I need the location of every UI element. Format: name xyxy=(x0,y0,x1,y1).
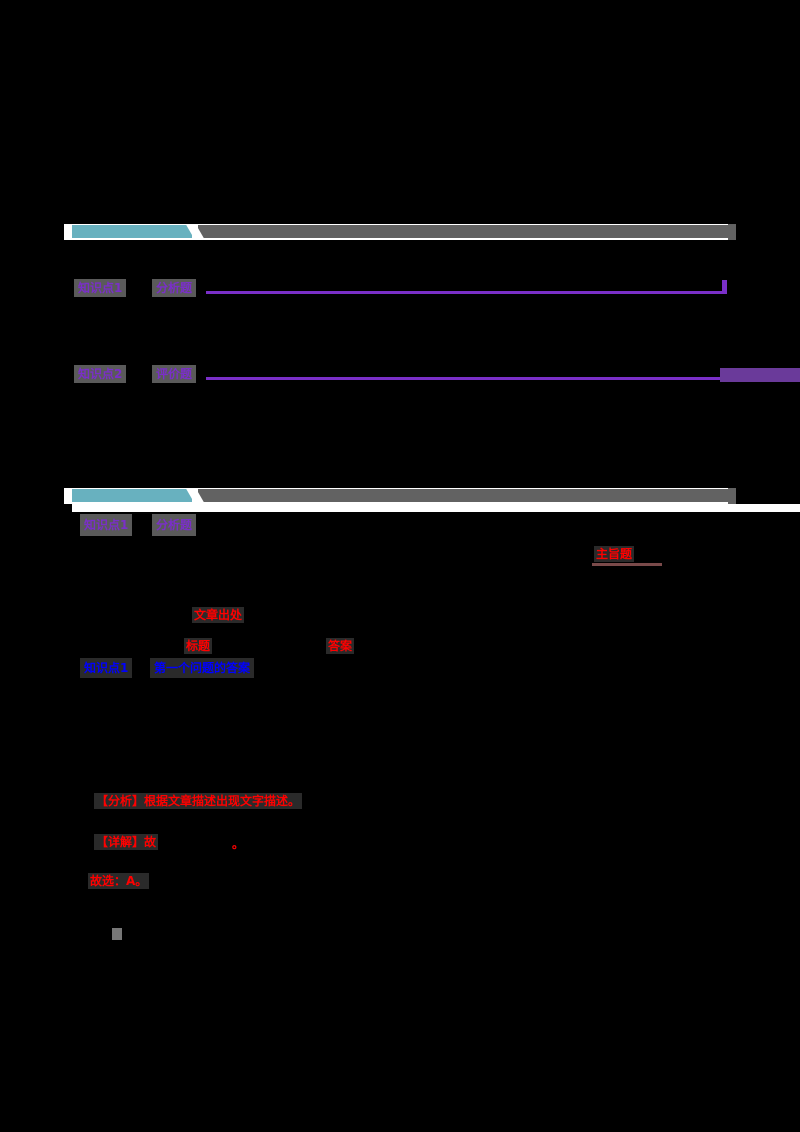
red-mark-left: 标题 xyxy=(184,638,213,654)
section2-label: 知识点1 xyxy=(80,514,133,536)
answer-detail: 【详解】故 xyxy=(94,834,159,850)
section2-value: 分析题 xyxy=(152,514,197,536)
row2-label: 知识点2 xyxy=(74,365,127,383)
banner-bar xyxy=(198,225,728,238)
red-note-center: 文章出处 xyxy=(192,607,245,623)
banner-bar xyxy=(198,489,728,502)
section-banner-1 xyxy=(64,224,736,240)
small-image-icon xyxy=(112,928,122,940)
row1-answer-line xyxy=(206,291,726,294)
row1-label: 知识点1 xyxy=(74,279,127,297)
red-mark-right: 答案 xyxy=(326,638,355,654)
banner-accent xyxy=(72,225,192,238)
row1-value: 分析题 xyxy=(152,279,197,297)
section-banner-2 xyxy=(64,488,736,504)
row2-answer-line xyxy=(206,377,726,380)
red-note-right: 主旨题 xyxy=(594,546,635,562)
banner-accent xyxy=(72,489,192,502)
blue-tag-label: 知识点1 xyxy=(80,658,133,678)
answer-choice: 故选：A。 xyxy=(88,873,150,889)
answer-dot: 。 xyxy=(232,837,245,851)
answer-analysis: 【分析】根据文章描述出现文字描述。 xyxy=(94,793,303,809)
row2-value: 评价题 xyxy=(152,365,197,383)
blue-tag-value: 第一个问题的答案 xyxy=(150,658,255,678)
